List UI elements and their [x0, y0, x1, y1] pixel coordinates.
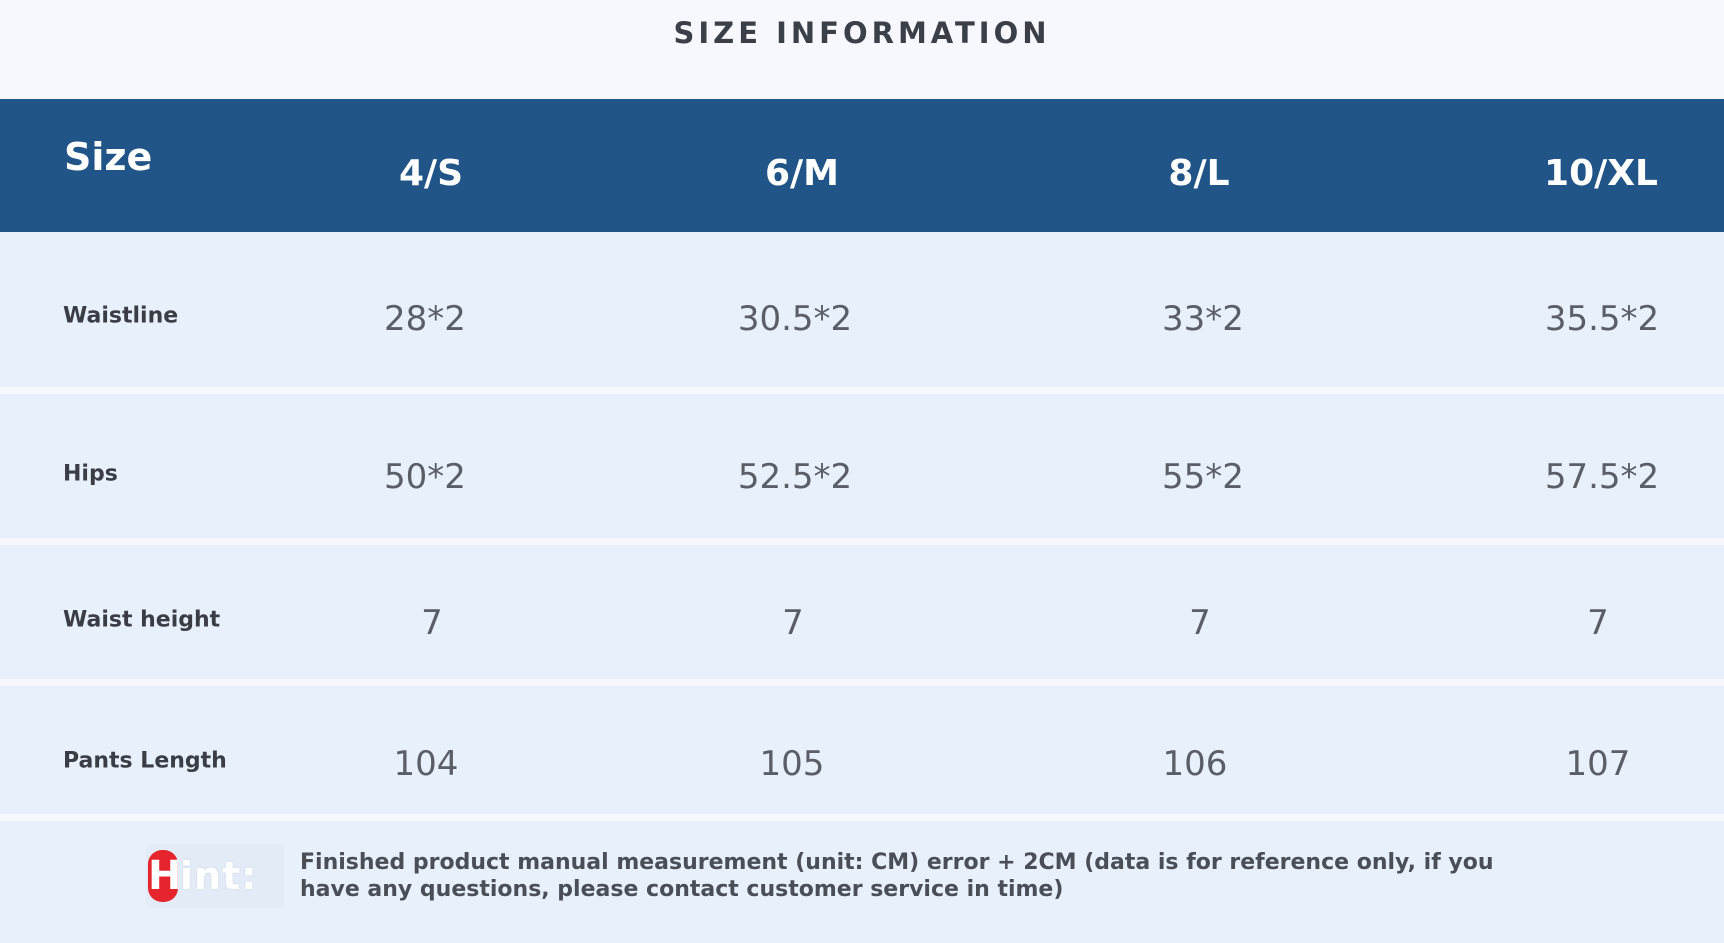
table-row: Pants Length 104 105 106 107 — [0, 686, 1724, 814]
hint-label: int: — [180, 854, 258, 898]
table-header-row: Size 4/S 6/M 8/L 10/XL — [0, 99, 1724, 232]
table-cell: 105 — [759, 744, 825, 784]
table-row: Hips 50*2 52.5*2 55*2 57.5*2 — [0, 394, 1724, 538]
table-cell: 7 — [782, 603, 804, 643]
page-title: SIZE INFORMATION — [0, 0, 1724, 99]
table-cell: 106 — [1162, 744, 1228, 784]
row-label-pants-length: Pants Length — [63, 748, 227, 774]
table-cell: 55*2 — [1162, 457, 1244, 497]
row-label-hips: Hips — [63, 461, 118, 487]
table-cell: 52.5*2 — [737, 457, 853, 497]
table-cell: 57.5*2 — [1544, 457, 1660, 497]
hint-h-icon: H — [148, 850, 181, 902]
table-row: Waistline 28*2 30.5*2 33*2 35.5*2 — [0, 232, 1724, 387]
table-cell: 7 — [1587, 603, 1609, 643]
table-cell: 33*2 — [1162, 299, 1244, 339]
table-cell: 35.5*2 — [1544, 299, 1660, 339]
table-cell: 50*2 — [384, 457, 466, 497]
table-row: Waist height 7 7 7 7 — [0, 545, 1724, 679]
size-header-m: 6/M — [764, 153, 840, 194]
table-cell: 30.5*2 — [737, 299, 853, 339]
size-header-l: 8/L — [1168, 153, 1230, 194]
size-header-s: 4/S — [398, 153, 464, 194]
table-cell: 107 — [1565, 744, 1631, 784]
hint-text: Finished product manual measurement (uni… — [300, 850, 1494, 902]
row-label-waistline: Waistline — [63, 303, 179, 329]
size-column-header: Size — [64, 135, 153, 179]
table-cell: 28*2 — [384, 299, 466, 339]
table-cell: 7 — [1189, 603, 1211, 643]
hint-badge: H int: — [146, 844, 284, 908]
hint-row: H int: Finished product manual measureme… — [0, 821, 1724, 943]
table-cell: 104 — [393, 744, 459, 784]
size-header-xl: 10/XL — [1544, 153, 1658, 194]
row-label-waist-height: Waist height — [63, 607, 221, 633]
table-cell: 7 — [421, 603, 443, 643]
